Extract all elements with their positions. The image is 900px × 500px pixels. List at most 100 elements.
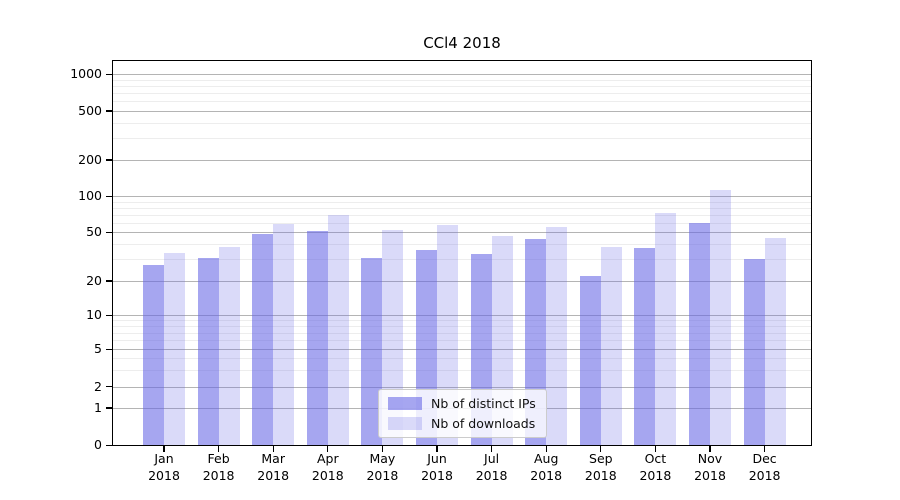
x-tick-label: Aug 2018	[530, 451, 563, 483]
x-tick-mark	[381, 446, 384, 452]
bar-nb-of-downloads-apr	[327, 214, 349, 445]
bar-nb-of-distinct-ips-sep	[579, 275, 601, 445]
y-tick-label: 200	[78, 151, 102, 167]
y-tick-mark	[106, 314, 112, 317]
x-tick-label: Jul 2018	[475, 451, 508, 483]
gridline-minor	[113, 326, 811, 328]
y-tick-mark	[106, 159, 112, 161]
legend: Nb of distinct IPs Nb of downloads	[378, 389, 547, 438]
gridline-minor	[113, 79, 811, 81]
x-tick-mark	[327, 446, 329, 452]
x-tick-mark	[764, 446, 766, 452]
gridline-major	[113, 74, 811, 76]
bar-nb-of-distinct-ips-nov	[689, 222, 710, 445]
gridline-minor	[113, 244, 811, 246]
gridline-minor	[113, 93, 811, 95]
y-tick-label: 1	[94, 399, 102, 415]
bar-nb-of-downloads-jan	[164, 252, 185, 445]
y-tick-label: 20	[86, 272, 102, 288]
y-tick-mark	[106, 348, 112, 350]
x-tick-mark	[163, 446, 165, 452]
gridline-minor	[113, 122, 811, 124]
gridline-minor	[113, 340, 811, 342]
bar-nb-of-distinct-ips-feb	[197, 257, 219, 445]
x-tick-mark	[545, 446, 547, 452]
bar-nb-of-distinct-ips-dec	[743, 259, 765, 445]
bar-nb-of-downloads-dec	[764, 237, 786, 445]
y-tick-mark	[106, 110, 112, 112]
x-tick-mark	[272, 446, 274, 452]
gridline-minor	[113, 138, 811, 140]
x-tick-mark	[709, 446, 711, 452]
gridline-major	[113, 315, 811, 317]
gridline-major	[113, 110, 811, 112]
bar-nb-of-downloads-aug	[546, 227, 568, 445]
bar-nb-of-distinct-ips-apr	[306, 231, 328, 445]
y-tick-label: 2	[94, 378, 102, 394]
x-tick-mark	[654, 446, 657, 452]
x-tick-label: Oct 2018	[639, 451, 672, 483]
bar-nb-of-distinct-ips-mar	[252, 234, 274, 445]
gridline-minor	[113, 85, 811, 87]
x-tick-mark	[218, 446, 220, 452]
legend-label-downloads: Nb of downloads	[431, 416, 536, 431]
gridline-major	[113, 280, 811, 282]
x-tick-label: Apr 2018	[311, 451, 344, 483]
bars-layer	[113, 61, 811, 445]
x-tick-mark	[436, 446, 438, 452]
y-tick-mark	[106, 73, 112, 75]
gridline-minor	[113, 101, 811, 103]
bar-nb-of-downloads-nov	[710, 190, 731, 445]
x-tick-label: Mar 2018	[257, 451, 290, 483]
x-tick-label: Feb 2018	[202, 451, 235, 483]
plot-area: Nb of distinct IPs Nb of downloads	[112, 60, 812, 446]
legend-item-downloads: Nb of downloads	[388, 416, 536, 431]
bar-nb-of-downloads-oct	[655, 213, 677, 445]
legend-swatch-distinct-ips	[388, 397, 422, 410]
y-tick-label: 5	[94, 341, 102, 356]
bar-nb-of-downloads-sep	[600, 246, 622, 445]
y-tick-label: 0	[94, 437, 102, 452]
x-tick-label: Nov 2018	[694, 451, 726, 483]
gridline-major	[113, 196, 811, 197]
gridline-major	[113, 232, 811, 234]
x-tick-label: Sep 2018	[584, 451, 617, 483]
x-tick-label: Jun 2018	[421, 451, 453, 483]
gridline-minor	[113, 207, 811, 209]
gridline-minor	[113, 259, 811, 261]
gridline-minor	[113, 320, 811, 322]
bar-nb-of-downloads-feb	[218, 246, 240, 445]
chart-title: CCl4 2018	[423, 34, 501, 52]
gridline-major	[113, 159, 811, 161]
legend-label-distinct-ips: Nb of distinct IPs	[431, 396, 536, 411]
gridline-minor	[113, 332, 811, 334]
y-tick-mark	[106, 407, 112, 409]
y-tick-label: 50	[86, 224, 102, 240]
x-tick-mark	[600, 446, 602, 452]
y-tick-mark	[106, 444, 112, 446]
bar-nb-of-distinct-ips-may	[361, 257, 383, 445]
x-tick-label: Jan 2018	[148, 451, 180, 483]
gridline-minor	[113, 214, 811, 216]
y-tick-label: 500	[78, 102, 102, 118]
y-tick-mark	[106, 231, 112, 234]
x-tick-mark	[491, 446, 493, 452]
legend-swatch-downloads	[388, 417, 422, 430]
legend-item-distinct-ips: Nb of distinct IPs	[388, 396, 536, 411]
y-tick-mark	[106, 195, 112, 197]
x-tick-label: May 2018	[366, 451, 399, 483]
y-tick-mark	[106, 280, 112, 282]
gridline-minor	[113, 222, 811, 224]
y-tick-mark	[106, 386, 112, 388]
gridline-minor	[113, 369, 811, 371]
gridline-major	[113, 349, 811, 350]
x-tick-label: Dec 2018	[748, 451, 781, 483]
y-tick-label: 10	[86, 307, 102, 323]
bar-nb-of-distinct-ips-jan	[143, 265, 164, 445]
gridline-minor	[113, 358, 811, 360]
gridline-minor	[113, 201, 811, 203]
gridline-major	[113, 386, 811, 388]
y-tick-label: 1000	[70, 66, 102, 82]
bar-nb-of-distinct-ips-oct	[634, 248, 656, 445]
